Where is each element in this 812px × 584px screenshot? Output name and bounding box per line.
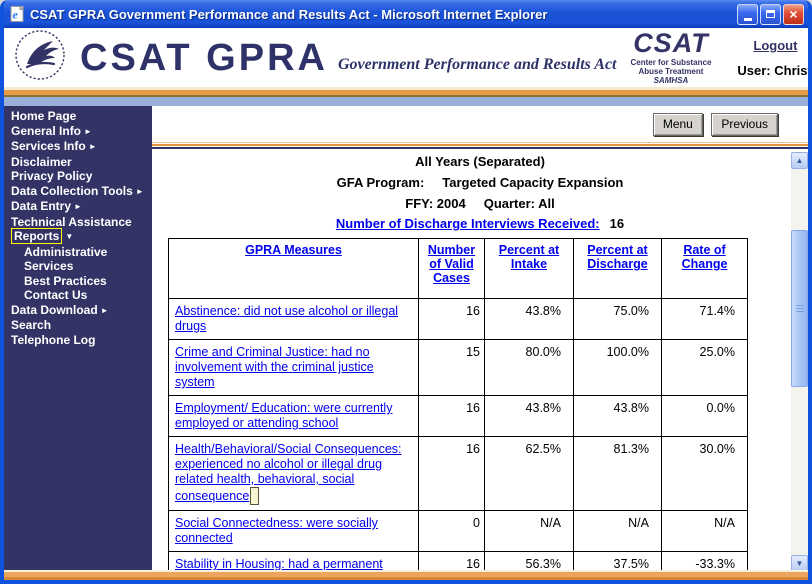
submenu-arrow-icon: ► — [100, 305, 109, 315]
sidebar-item-data-download[interactable]: Data Download ► — [11, 302, 109, 317]
discharge-value: 75.0% — [573, 298, 662, 340]
rate-change-value: 0.0% — [661, 395, 748, 437]
page-footer-bar — [4, 570, 808, 580]
close-icon: × — [789, 6, 798, 22]
title-bar[interactable]: e CSAT GPRA Government Performance and R… — [4, 0, 808, 28]
svg-text:e: e — [13, 8, 19, 22]
scrollbar-thumb[interactable] — [791, 230, 808, 387]
intake-value: 43.8% — [484, 395, 574, 437]
csat-samhsa-logo: CSAT Center for Substance Abuse Treatmen… — [630, 29, 711, 85]
csat-logo-line: CSAT — [633, 28, 709, 59]
submenu-arrow-icon: ► — [88, 142, 97, 151]
rate-change-value: N/A — [661, 510, 748, 552]
report-title: All Years (Separated) — [415, 154, 545, 169]
valid-cases-value: 16 — [418, 436, 485, 511]
content-divider — [152, 142, 808, 149]
sidebar-item-disclaimer[interactable]: Disclaimer — [11, 154, 72, 169]
intake-value: 80.0% — [484, 339, 574, 396]
sidebar-item-services[interactable]: Services — [24, 259, 74, 273]
measure-link-crime[interactable]: Crime and Criminal Justice: had no invol… — [175, 345, 374, 389]
hhs-seal-logo — [14, 29, 66, 86]
app-subtitle: Government Performance and Results Act — [337, 55, 617, 73]
discharge-value: 43.8% — [573, 395, 662, 437]
discharge-value: 100.0% — [573, 339, 662, 396]
table-row: Health/Behavioral/Social Consequences: e… — [168, 436, 748, 511]
gfa-program-label: GFA Program: — [336, 175, 425, 190]
header-divider-strip — [4, 87, 808, 106]
table-row: Social Connectedness: were socially conn… — [168, 510, 748, 552]
quarter-label: Quarter: All — [483, 196, 555, 211]
sidebar-item-privacy-policy[interactable]: Privacy Policy — [11, 169, 93, 183]
discharge-interviews-count: 16 — [609, 216, 625, 231]
sidebar-item-home-page[interactable]: Home Page — [11, 109, 77, 123]
discharge-value: N/A — [573, 510, 662, 552]
table-row: Abstinence: did not use alcohol or illeg… — [168, 298, 748, 340]
scroll-up-icon[interactable]: ▲ — [791, 152, 808, 169]
ffy-label: FFY: 2004 — [405, 196, 466, 211]
submenu-arrow-icon: ► — [135, 186, 144, 196]
valid-cases-value: 16 — [418, 298, 485, 340]
measure-link-social-connectedness[interactable]: Social Connectedness: were socially conn… — [175, 516, 378, 545]
minimize-button[interactable] — [737, 3, 758, 25]
sidebar-nav: Home Page General Info ► Services Info ► D… — [4, 106, 152, 580]
text-cursor-artifact — [250, 487, 260, 505]
csat-logo-line: SAMHSA — [653, 75, 689, 85]
sidebar-item-services-info[interactable]: Services Info ► — [11, 139, 97, 153]
rate-change-value: 30.0% — [661, 436, 748, 511]
maximize-icon — [766, 10, 775, 18]
previous-button[interactable]: Previous — [711, 113, 778, 136]
close-button[interactable]: × — [783, 3, 804, 25]
vertical-scrollbar[interactable]: ▲ ▼ — [791, 152, 808, 572]
sidebar-item-technical-assistance[interactable]: Technical Assistance — [11, 214, 132, 229]
valid-cases-value: 16 — [418, 395, 485, 437]
current-user-label: User: Christopher Shumway — [737, 63, 812, 78]
gpra-measures-table: GPRA Measures Number of Valid Cases Perc… — [168, 238, 748, 580]
table-row: Crime and Criminal Justice: had no invol… — [168, 339, 748, 396]
measure-link-abstinence[interactable]: Abstinence: did not use alcohol or illeg… — [175, 304, 399, 333]
submenu-arrow-icon: ► — [84, 126, 92, 136]
sidebar-item-administrative[interactable]: Administrative — [24, 244, 108, 259]
window-title: CSAT GPRA Government Performance and Res… — [30, 6, 548, 22]
sidebar-item-data-collection-tools[interactable]: Data Collection Tools ► — [11, 183, 144, 198]
intake-value: N/A — [484, 510, 574, 552]
col-header-valid-cases[interactable]: Number of Valid Cases — [418, 238, 485, 299]
measure-link-health-consequences[interactable]: Health/Behavioral/Social Consequences: e… — [175, 442, 402, 503]
app-header: CSAT GPRA Government Performance and Res… — [4, 28, 808, 87]
col-header-rate-of-change[interactable]: Rate of Change — [661, 238, 748, 299]
col-header-gpra-measures[interactable]: GPRA Measures — [168, 238, 419, 299]
intake-value: 62.5% — [484, 436, 574, 511]
sidebar-item-data-entry[interactable]: Data Entry ► — [11, 199, 82, 213]
gfa-program-value: Targeted Capacity Expansion — [442, 175, 624, 190]
col-header-percent-intake[interactable]: Percent at Intake — [484, 238, 574, 299]
measure-link-employment[interactable]: Employment/ Education: were currently em… — [175, 401, 393, 430]
csat-logo-line: Abuse Treatment — [638, 66, 704, 76]
sidebar-item-search[interactable]: Search — [11, 318, 52, 332]
logout-link[interactable]: Logout — [753, 38, 798, 53]
minimize-icon — [743, 17, 752, 21]
sidebar-item-telephone-log[interactable]: Telephone Log — [11, 332, 96, 347]
intake-value: 43.8% — [484, 298, 574, 340]
submenu-arrow-icon: ► — [74, 202, 82, 211]
menu-button[interactable]: Menu — [652, 113, 703, 136]
table-row: Employment/ Education: were currently em… — [168, 395, 748, 437]
sidebar-item-general-info[interactable]: General Info ► — [11, 123, 92, 138]
sidebar-item-best-practices[interactable]: Best Practices — [24, 273, 107, 288]
report-content: Menu Previous All Years (Separated) GFA … — [152, 106, 808, 580]
csat-logo-line: Center for Substance — [630, 58, 712, 68]
submenu-arrow-down-icon: ▼ — [65, 232, 74, 241]
discharge-interviews-link[interactable]: Number of Discharge Interviews Received: — [335, 216, 600, 231]
rate-change-value: 25.0% — [661, 339, 748, 396]
internet-explorer-page-icon: e — [8, 5, 26, 23]
app-title: CSAT GPRA — [80, 36, 328, 79]
sidebar-item-contact-us[interactable]: Contact Us — [24, 288, 88, 302]
valid-cases-value: 15 — [418, 339, 485, 396]
maximize-button[interactable] — [760, 3, 781, 25]
col-header-percent-discharge[interactable]: Percent at Discharge — [573, 238, 662, 299]
table-header-row: GPRA Measures Number of Valid Cases Perc… — [168, 238, 748, 299]
discharge-value: 81.3% — [573, 436, 662, 511]
rate-change-value: 71.4% — [661, 298, 748, 340]
sidebar-item-reports[interactable]: Reports ▼ — [4, 228, 152, 245]
valid-cases-value: 0 — [418, 510, 485, 552]
